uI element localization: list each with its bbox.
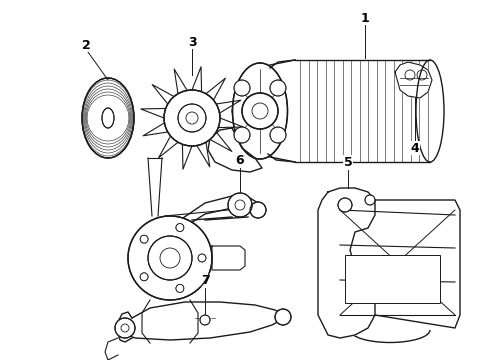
Ellipse shape <box>102 108 114 128</box>
Text: 7: 7 <box>200 274 209 287</box>
Circle shape <box>250 202 266 218</box>
Circle shape <box>140 235 148 243</box>
Circle shape <box>234 80 250 96</box>
Text: 6: 6 <box>236 153 245 166</box>
Circle shape <box>178 104 206 132</box>
Circle shape <box>338 198 352 212</box>
Circle shape <box>148 236 192 280</box>
Circle shape <box>365 195 375 205</box>
Polygon shape <box>318 188 375 338</box>
Circle shape <box>228 193 252 217</box>
Polygon shape <box>395 62 432 98</box>
Bar <box>345 255 440 303</box>
Circle shape <box>200 315 210 325</box>
Circle shape <box>270 80 286 96</box>
Text: 1: 1 <box>361 12 369 24</box>
Circle shape <box>115 318 135 338</box>
Circle shape <box>242 93 278 129</box>
Ellipse shape <box>232 63 288 159</box>
Circle shape <box>234 127 250 143</box>
Text: 3: 3 <box>188 36 196 49</box>
Text: 2: 2 <box>82 39 90 51</box>
Text: 5: 5 <box>343 156 352 168</box>
Circle shape <box>176 224 184 231</box>
Polygon shape <box>212 246 245 270</box>
Circle shape <box>128 216 212 300</box>
Circle shape <box>140 273 148 281</box>
Circle shape <box>198 254 206 262</box>
Circle shape <box>176 284 184 292</box>
Circle shape <box>270 127 286 143</box>
Circle shape <box>275 309 291 325</box>
Ellipse shape <box>82 78 134 158</box>
Circle shape <box>164 90 220 146</box>
Text: 4: 4 <box>411 141 419 154</box>
